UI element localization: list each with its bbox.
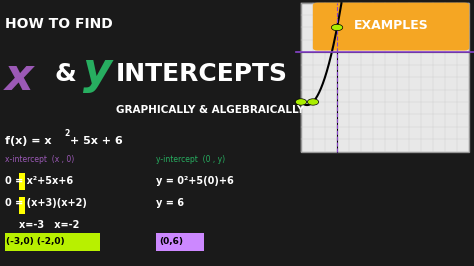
Text: &: &: [55, 63, 76, 86]
Bar: [301, 3, 469, 152]
Text: y-intercept  (0 , y): y-intercept (0 , y): [156, 155, 226, 164]
Bar: [156, 233, 204, 251]
Text: y = 6: y = 6: [156, 198, 184, 209]
Text: x-intercept  (x , 0): x-intercept (x , 0): [5, 155, 74, 164]
Text: (0,6): (0,6): [159, 237, 183, 246]
Text: y = 0²+5(0)+6: y = 0²+5(0)+6: [156, 176, 234, 186]
Text: GRAPHICALLY & ALGEBRAICALLY: GRAPHICALLY & ALGEBRAICALLY: [116, 105, 304, 115]
Text: 0 = x²+5x+6: 0 = x²+5x+6: [5, 176, 73, 186]
Text: EXAMPLES: EXAMPLES: [354, 19, 428, 32]
Circle shape: [331, 24, 343, 31]
Bar: [19, 173, 25, 190]
Text: x=-3   x=-2: x=-3 x=-2: [19, 220, 79, 230]
Text: 2: 2: [64, 128, 69, 138]
Text: f(x) = x: f(x) = x: [5, 136, 51, 146]
Text: (-3,0) (-2,0): (-3,0) (-2,0): [6, 237, 65, 246]
Circle shape: [307, 99, 319, 105]
Text: HOW TO FIND: HOW TO FIND: [5, 17, 112, 31]
Bar: [5, 233, 100, 251]
Circle shape: [295, 99, 307, 105]
FancyBboxPatch shape: [313, 3, 469, 51]
Bar: [19, 197, 25, 214]
Text: + 5x + 6: + 5x + 6: [70, 136, 123, 146]
Text: x: x: [5, 56, 34, 99]
Text: y: y: [83, 50, 112, 93]
Text: INTERCEPTS: INTERCEPTS: [116, 63, 288, 86]
Text: 0 = (x+3)(x+2): 0 = (x+3)(x+2): [5, 198, 87, 209]
